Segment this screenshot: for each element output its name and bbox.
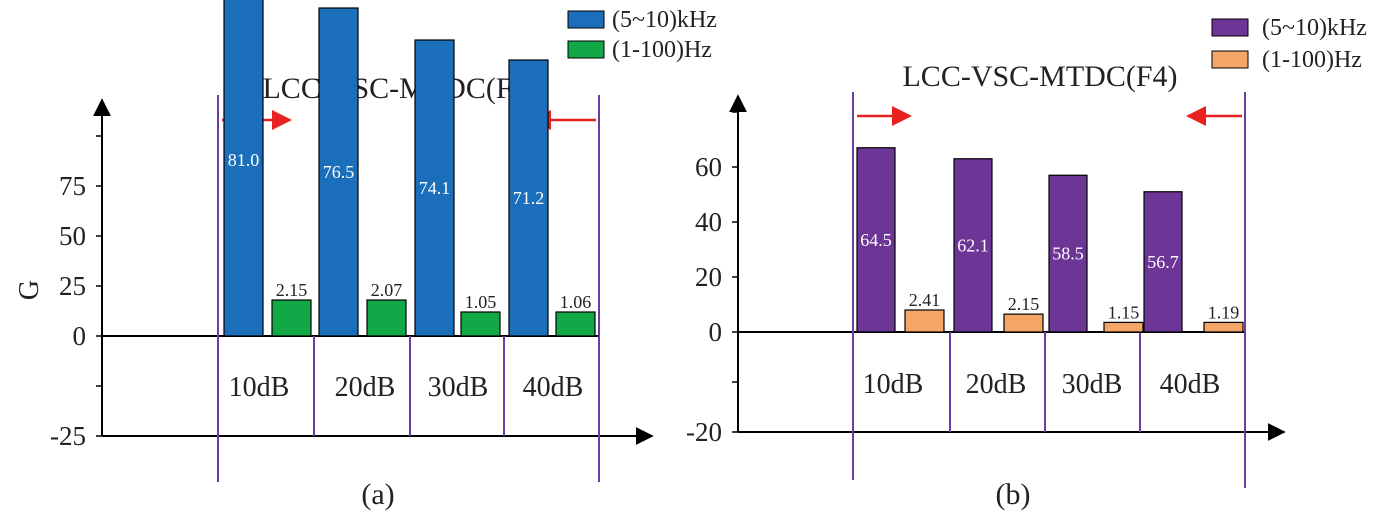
bar-hz-10dB [271,299,312,337]
bar-khz-10dB [223,0,264,337]
chart-title: LCC-VSC-MTDC(F4) [902,60,1177,93]
y-tick-label: -20 [686,417,722,447]
data-label: 1.06 [560,292,592,312]
y-tick-label: 0 [709,317,723,347]
y-tick-marks [96,135,102,437]
data-label: 58.5 [1052,244,1084,264]
panel-label: (a) [361,478,394,511]
data-label: 1.19 [1208,302,1240,322]
y-tick-label: 50 [59,221,86,251]
category-label: 10dB [229,372,290,403]
data-label: 2.41 [909,290,941,310]
bar-khz-20dB [318,7,359,337]
data-label: 1.05 [465,292,497,312]
data-label: 81.0 [228,150,260,170]
data-label: 76.5 [323,162,355,182]
category-labels: 10dB 20dB 30dB 40dB [229,372,584,403]
legend: (5~10)kHz (1-100)Hz [1211,15,1367,73]
y-tick-label: 75 [59,171,86,201]
legend: (5~10)kHz (1-100)Hz [567,7,717,63]
y-tick-label: 40 [695,207,722,237]
category-label: 30dB [1062,369,1123,400]
panel-label: (b) [996,478,1031,511]
legend-swatch [567,40,605,59]
bar-hz-20dB [366,299,407,337]
y-tick-label: 0 [73,321,87,351]
data-label: 62.1 [957,235,989,255]
bar-khz-20dB [953,158,993,333]
legend-label: (5~10)kHz [612,7,717,33]
region-dividers [217,95,600,482]
bar-hz-40dB [555,311,596,337]
bar-khz-40dB [508,59,549,337]
bar-khz-30dB [414,39,455,337]
category-label: 20dB [335,372,396,403]
y-tick-label: 60 [695,152,722,182]
category-label: 40dB [1160,369,1221,400]
legend-label: (5~10)kHz [1262,15,1367,41]
chart-panel-a: LCC-VSC-MTDC(F2) G -25 0 25 50 75 [14,0,717,511]
legend-swatch [567,10,605,29]
category-label: 20dB [966,369,1027,400]
bar-hz-30dB [1103,321,1144,333]
y-tick-label: 20 [695,262,722,292]
data-label: 74.1 [419,178,451,198]
chart-title: LCC-VSC-MTDC(F2) [262,72,537,105]
y-tick-labels: -25 0 25 50 75 [50,171,86,451]
y-tick-label: -25 [50,421,86,451]
category-label: 10dB [863,369,924,400]
bar-hz-30dB [460,311,501,337]
data-label: 56.7 [1147,252,1179,272]
data-label: 2.15 [276,280,308,300]
bar-hz-10dB [904,309,945,333]
bar-khz-10dB [856,147,896,333]
y-axis-label: G [14,280,45,300]
category-labels: 10dB 20dB 30dB 40dB [863,369,1221,400]
bar-marks: 64.5 62.1 58.5 56.7 2.41 2.15 1.15 1.19 [856,147,1244,333]
region-dividers [852,92,1246,488]
data-label: 2.07 [371,280,403,300]
data-label: 1.15 [1108,302,1140,322]
bar-hz-40dB [1203,321,1244,333]
y-tick-marks [732,111,738,433]
y-tick-label: 25 [59,271,86,301]
category-label: 40dB [523,372,584,403]
chart-panel-b: LCC-VSC-MTDC(F4) -20 0 20 40 60 [686,15,1367,511]
legend-label: (1-100)Hz [612,37,712,63]
data-label: 2.15 [1008,294,1040,314]
y-tick-labels: -20 0 20 40 60 [686,152,722,447]
bar-khz-30dB [1048,174,1088,333]
legend-label: (1-100)Hz [1262,47,1362,73]
category-label: 30dB [428,372,489,403]
bar-hz-20dB [1003,313,1044,333]
data-label: 64.5 [860,230,892,250]
data-label: 71.2 [513,188,545,208]
bar-khz-40dB [1143,191,1183,333]
legend-swatch [1211,18,1249,37]
bar-marks: 81.0 76.5 74.1 71.2 2.15 2.07 1.05 1.06 [223,0,596,337]
legend-swatch [1211,50,1249,69]
